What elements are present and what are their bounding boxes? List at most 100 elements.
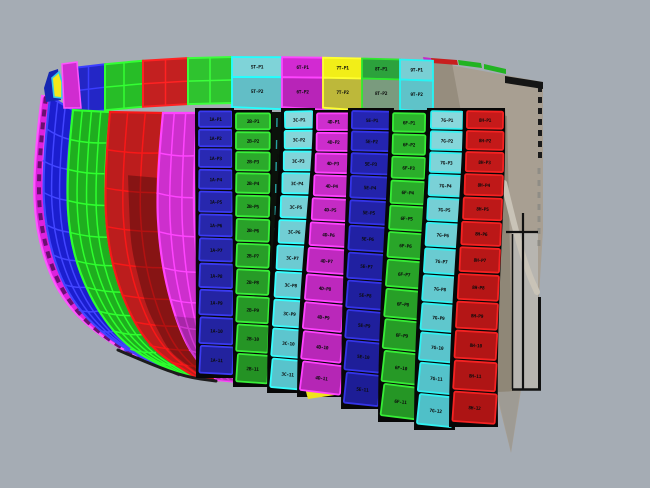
plate[interactable]: 1A-P3 [198, 148, 234, 169]
plate[interactable]: 6F-P8 [383, 287, 423, 321]
plate[interactable]: 5E-P1 [350, 110, 394, 131]
plate[interactable]: 7G-P2 [429, 130, 465, 152]
plate[interactable]: 1A-P4 [198, 168, 234, 190]
top-band-g8-green[interactable]: 8T-P1 8T-P2 [361, 57, 401, 113]
plate[interactable]: 4D-P7 [306, 246, 347, 275]
plate[interactable]: 8H-P7 [458, 246, 501, 274]
corner-magenta-strip[interactable] [61, 61, 82, 109]
plate[interactable]: 1A-P8 [198, 262, 234, 289]
plate[interactable]: 5E-P2 [350, 130, 393, 153]
plate[interactable]: 2B-P3 [235, 151, 271, 172]
top-band-g4-green[interactable] [187, 55, 233, 106]
plate[interactable]: 1A-11 [198, 344, 235, 376]
hull-strake-red[interactable] [104, 110, 221, 382]
plate[interactable]: 5E-10 [343, 339, 383, 374]
plate[interactable]: 8H-P1 [465, 110, 505, 130]
top-band-g9-cyan[interactable]: 9T-P1 9T-P2 [399, 58, 434, 114]
bow-corner-plates[interactable] [44, 61, 82, 109]
plate[interactable]: 4D-P2 [315, 131, 352, 152]
plate[interactable]: 2B-P5 [235, 194, 271, 218]
plate[interactable]: 7G-P9 [419, 302, 458, 333]
plate[interactable]: 4D-P9 [301, 301, 345, 333]
plate[interactable]: 2B-P8 [235, 268, 271, 296]
plate[interactable]: 2B-P9 [235, 295, 271, 325]
plate[interactable]: 6F-10 [380, 350, 422, 386]
plate[interactable]: 1A-P1 [198, 110, 233, 128]
top-band-g2-green[interactable] [104, 59, 144, 112]
plate[interactable]: 8H-10 [453, 329, 499, 361]
plate[interactable]: 7G-P5 [426, 197, 462, 223]
top-band-g7-yellow[interactable]: 7T-P1 7T-P2 [322, 56, 363, 112]
plate[interactable]: 5E-P7 [346, 251, 387, 282]
plate[interactable]: 4D-P6 [308, 221, 349, 248]
plate[interactable]: 5E-P3 [350, 152, 392, 176]
plate[interactable]: 8H-P9 [455, 300, 499, 331]
plate[interactable]: 5E-P4 [349, 175, 391, 200]
plate[interactable]: 6F-P4 [389, 179, 426, 206]
plate[interactable]: 8H-11 [452, 359, 498, 393]
plate[interactable]: 3C-P2 [283, 129, 315, 150]
plate[interactable]: 2B-P4 [235, 172, 271, 195]
plate[interactable]: 7G-11 [416, 361, 456, 396]
plate[interactable]: 8H-P5 [462, 196, 503, 222]
plate[interactable]: 4D-P8 [304, 273, 346, 304]
plate[interactable]: 2B-11 [235, 352, 271, 385]
plate[interactable]: 3C-P5 [279, 195, 312, 219]
corner-yellow-plate[interactable] [51, 70, 63, 99]
plate[interactable]: 2B-P1 [235, 112, 271, 131]
plate[interactable]: 5E-11 [342, 371, 382, 407]
plate[interactable]: 6F-P6 [386, 231, 425, 260]
plate[interactable]: 1A-P7 [198, 237, 234, 263]
plate[interactable]: 7G-10 [418, 331, 457, 364]
plate[interactable]: 4D-P4 [312, 174, 351, 198]
plate[interactable]: 8H-P8 [456, 273, 500, 302]
plate[interactable]: 8H-P4 [463, 173, 504, 197]
plate[interactable]: 6F-P7 [385, 258, 424, 290]
plate[interactable]: 7G-P1 [429, 110, 465, 130]
plate[interactable]: 1A-10 [198, 316, 235, 346]
plate[interactable]: 5E-P5 [348, 199, 390, 226]
plate[interactable]: 1A-P9 [198, 288, 235, 317]
plate[interactable]: 4D-11 [299, 360, 345, 396]
top-band-g3-red[interactable] [142, 57, 189, 108]
plate[interactable]: 2B-P6 [235, 218, 271, 243]
col-1-navy[interactable]: 1A-P1 1A-P2 1A-P3 1A-P4 1A-P5 1A-P6 1A-P7 1A-P8… [195, 108, 235, 378]
plate[interactable]: 4D-10 [300, 330, 345, 364]
plate[interactable]: 7G-12 [416, 393, 456, 428]
plate[interactable]: 6F-P2 [391, 133, 427, 156]
plate[interactable]: 6F-P3 [390, 155, 427, 180]
top-band-g6-magenta[interactable]: 6T-P1 6T-P2 [281, 56, 324, 111]
plate[interactable]: 3C-P4 [281, 172, 313, 195]
plate[interactable]: 3C-P1 [283, 110, 315, 129]
plate[interactable]: 4D-P5 [310, 197, 350, 223]
plate[interactable]: 7G-P3 [428, 151, 464, 174]
plate[interactable]: 5E-P8 [345, 279, 386, 311]
col-8-red[interactable]: 8H-P1 8H-P2 8H-P3 8H-P4 8H-P5 8H-P6 8H-P7 8H-P8… [449, 108, 506, 427]
col-2-green[interactable]: 2B-P1 2B-P2 2B-P3 2B-P4 2B-P5 2B-P6 2B-P7 2B-P8… [232, 110, 272, 387]
plate[interactable]: 3C-P3 [282, 150, 314, 172]
plate[interactable]: 8H-P6 [460, 220, 502, 247]
plate[interactable]: 7G-P7 [422, 247, 460, 276]
plate[interactable]: 5E-P6 [347, 224, 388, 253]
col-6-green[interactable]: 6F-P1 6F-P2 6F-P3 6F-P4 6F-P5 6F-P6 6F-P7 6F-P8… [378, 110, 428, 422]
plate[interactable]: 6F-P9 [381, 318, 422, 353]
plate[interactable]: 7G-P6 [424, 221, 461, 249]
top-band-g5-cyan[interactable]: 5T-P1 5T-P2 [231, 56, 283, 111]
plate[interactable]: 8H-P3 [464, 151, 505, 174]
deck-plate[interactable] [281, 76, 324, 111]
plate[interactable]: 8H-12 [451, 390, 498, 425]
plate[interactable]: 4D-P3 [314, 152, 352, 175]
plate[interactable]: 2B-P7 [235, 242, 271, 269]
plate[interactable]: 7G-P8 [421, 274, 459, 304]
plate[interactable]: 1A-P6 [198, 213, 234, 238]
plate[interactable]: 1A-P5 [198, 190, 234, 214]
plate[interactable]: 4D-P1 [316, 112, 351, 131]
plate[interactable]: 8H-P2 [465, 130, 505, 151]
plate[interactable]: 6F-P5 [388, 204, 425, 232]
col-4-magenta[interactable]: 4D-P1 4D-P2 4D-P3 4D-P4 4D-P5 4D-P6 4D-P7 4D-P8… [297, 110, 353, 399]
plate[interactable]: 6F-P1 [391, 112, 427, 133]
plate[interactable]: 1A-P2 [198, 128, 233, 148]
plate[interactable]: 7G-P4 [427, 173, 464, 198]
plate[interactable]: 5E-P9 [344, 309, 384, 342]
